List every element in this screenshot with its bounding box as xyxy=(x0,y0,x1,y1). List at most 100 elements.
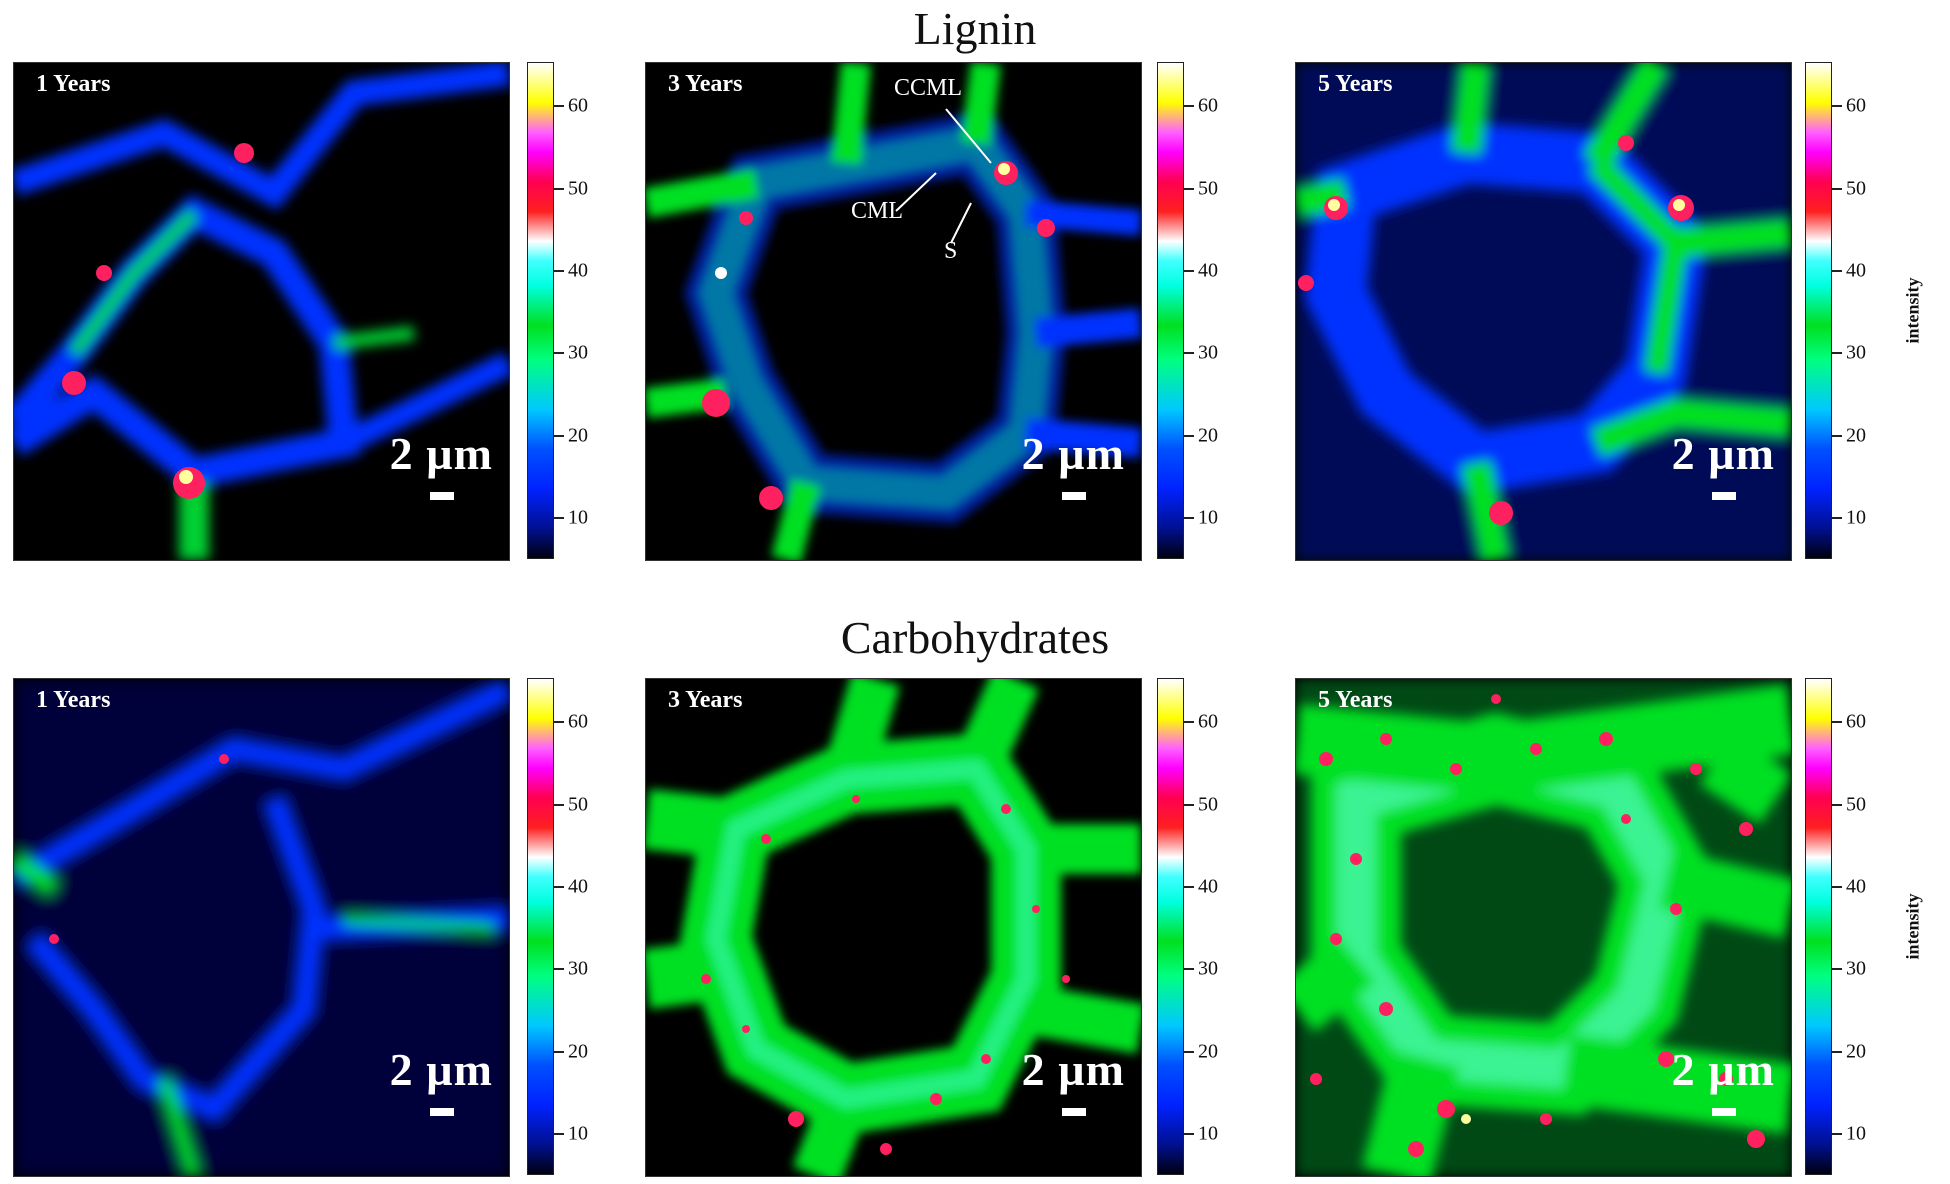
tick-label: 50 xyxy=(1198,793,1218,816)
scale-bar xyxy=(1712,1108,1736,1116)
tick-label: 40 xyxy=(1846,259,1866,282)
tick xyxy=(1832,968,1842,970)
tick xyxy=(554,435,564,437)
colorbar-carbo-5 xyxy=(1805,678,1832,1175)
scale-text: 2 µm xyxy=(389,428,493,479)
tick xyxy=(1832,886,1842,888)
colorbar-ticks-lignin-5: 60 50 40 30 20 10 xyxy=(1832,62,1902,559)
tick xyxy=(554,105,564,107)
tick-label: 40 xyxy=(568,259,588,282)
tick xyxy=(1184,721,1194,723)
lignin-map-5-years: 5 Years 2 µm xyxy=(1295,62,1792,561)
tick xyxy=(554,804,564,806)
tick-label: 10 xyxy=(1198,1122,1218,1145)
tick xyxy=(554,352,564,354)
tick-label: 20 xyxy=(1198,424,1218,447)
tick-label: 30 xyxy=(1198,957,1218,980)
tick xyxy=(554,886,564,888)
tick xyxy=(1184,352,1194,354)
scale-text: 2 µm xyxy=(1021,428,1125,479)
colorbar-lignin-3 xyxy=(1157,62,1184,559)
scale-text: 2 µm xyxy=(1021,1044,1125,1095)
tick-label: 10 xyxy=(1846,1122,1866,1145)
colorbar-ticks-carbo-1: 60 50 40 30 20 10 xyxy=(554,678,624,1175)
tick-label: 20 xyxy=(1198,1040,1218,1063)
scale-text: 2 µm xyxy=(389,1044,493,1095)
tick-label: 20 xyxy=(1846,424,1866,447)
carbohydrates-map-5-years: 5 Years 2 µm xyxy=(1295,678,1792,1177)
annotation-ccml: CCML xyxy=(894,75,963,101)
row-title-lignin: Lignin xyxy=(913,3,1037,54)
tick-label: 60 xyxy=(1198,710,1218,733)
tick-label: 50 xyxy=(1198,177,1218,200)
carbo-5y-image xyxy=(1296,679,1791,1176)
tick-label: 30 xyxy=(1198,341,1218,364)
tick-label: 40 xyxy=(1198,259,1218,282)
colorbar-label-carbohydrates: intensity xyxy=(1902,893,1923,960)
scale-bar xyxy=(430,492,454,500)
tick-label: 20 xyxy=(568,1040,588,1063)
tick-label: 50 xyxy=(568,177,588,200)
tick xyxy=(1184,804,1194,806)
tick xyxy=(1832,188,1842,190)
lignin-3y-image xyxy=(646,63,1141,560)
carbo-3y-image xyxy=(646,679,1141,1176)
tick xyxy=(1184,105,1194,107)
tick-label: 60 xyxy=(568,94,588,117)
colorbar-label-lignin: intensity xyxy=(1902,277,1923,344)
carbohydrates-map-1-years: 1 Years 2 µm xyxy=(13,678,510,1177)
annotation-leaders xyxy=(895,108,992,244)
tick-label: 40 xyxy=(1198,875,1218,898)
tick-label: 30 xyxy=(568,341,588,364)
scale-bar xyxy=(430,1108,454,1116)
tick-label: 40 xyxy=(1846,875,1866,898)
colorbar-carbo-1 xyxy=(527,678,554,1175)
tick xyxy=(554,721,564,723)
colorbar-ticks-carbo-3: 60 50 40 30 20 10 xyxy=(1184,678,1254,1175)
tick xyxy=(1832,1133,1842,1135)
carbohydrates-map-3-years: 3 Years 2 µm xyxy=(645,678,1142,1177)
tick xyxy=(554,188,564,190)
tick xyxy=(554,1133,564,1135)
tick-label: 10 xyxy=(1846,506,1866,529)
tick-label: 50 xyxy=(1846,793,1866,816)
tick xyxy=(1184,1051,1194,1053)
annotation-s: S xyxy=(944,238,958,264)
tick xyxy=(1832,270,1842,272)
tick xyxy=(1832,804,1842,806)
tick-label: 50 xyxy=(1846,177,1866,200)
panel-label: 1 Years xyxy=(36,687,111,713)
tick-label: 10 xyxy=(1198,506,1218,529)
colorbar-lignin-1 xyxy=(527,62,554,559)
tick xyxy=(1832,721,1842,723)
tick xyxy=(554,517,564,519)
scale-text: 2 µm xyxy=(1671,428,1775,479)
lignin-1y-image xyxy=(14,63,509,560)
tick-label: 60 xyxy=(568,710,588,733)
row-title-carbohydrates: Carbohydrates xyxy=(840,612,1110,663)
panel-label: 3 Years xyxy=(668,687,743,713)
tick xyxy=(1832,517,1842,519)
tick-label: 30 xyxy=(1846,341,1866,364)
tick xyxy=(1832,1051,1842,1053)
colorbar-carbo-3 xyxy=(1157,678,1184,1175)
colorbar-ticks-lignin-1: 60 50 40 30 20 10 xyxy=(554,62,624,559)
tick xyxy=(1832,435,1842,437)
tick xyxy=(1184,1133,1194,1135)
tick-label: 20 xyxy=(1846,1040,1866,1063)
colorbar-lignin-5 xyxy=(1805,62,1832,559)
tick-label: 60 xyxy=(1846,710,1866,733)
tick-label: 10 xyxy=(568,506,588,529)
tick-label: 30 xyxy=(568,957,588,980)
tick xyxy=(1832,105,1842,107)
lignin-map-1-years: 1 Years 2 µm xyxy=(13,62,510,561)
tick xyxy=(554,1051,564,1053)
carbo-1y-image xyxy=(14,679,509,1176)
lignin-5y-image xyxy=(1296,63,1791,560)
lignin-map-3-years: 3 Years CCML CML S 2 µm xyxy=(645,62,1142,561)
tick xyxy=(554,270,564,272)
scale-bar xyxy=(1712,492,1736,500)
tick-label: 50 xyxy=(568,793,588,816)
panel-label: 5 Years xyxy=(1318,71,1393,97)
tick-label: 30 xyxy=(1846,957,1866,980)
